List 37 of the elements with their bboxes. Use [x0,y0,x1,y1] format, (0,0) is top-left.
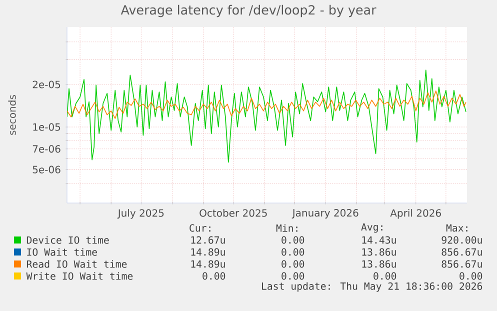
text: Last update: Thu May 21 18:36:00 2026 [262,282,482,292]
chart-title: Average latency for /dev/loop2 - by year [120,4,376,18]
x-tick-label: January 2026 [292,209,358,219]
text: 12.67u [191,236,225,244]
line-series [67,90,466,119]
legend-label: IO Wait time [27,248,97,256]
text: Avg: [361,223,382,233]
y-tick-label: 7e-06 [32,145,60,153]
y-tick-label: 5e-06 [32,166,60,174]
text: 0.00 [282,236,304,244]
text: 0.00 [282,248,304,256]
y-tick-label: 1e-05 [33,123,60,131]
legend-label: Read IO Wait time [26,260,127,268]
text: 856.67u [442,260,482,268]
text: 0.00 [202,272,226,280]
y-tick-label: 2e-05 [32,80,60,88]
legend-label: Write IO Wait time [26,272,133,280]
text: 0.00 [460,272,482,280]
text: 14.43u [362,236,396,244]
text: 0.00 [282,272,304,280]
text: Cur: [190,224,210,232]
x-tick-label: October 2025 [200,209,267,217]
text: 0.00 [374,272,396,280]
x-tick-label: July 2025 [117,209,164,219]
text: 14.89u [191,260,225,268]
text: 856.67u [442,248,482,256]
text: 13.86u [362,260,396,268]
text: Min: [276,224,298,232]
line-series [67,70,466,163]
text: 14.89u [191,248,225,256]
text: 920.00u [442,236,482,244]
x-tick-label: April 2026 [390,209,441,219]
text: 0.00 [282,260,304,268]
y-axis-title: seconds [8,95,16,135]
text: 13.86u [362,248,396,256]
text: Max: [446,224,468,232]
legend-label: Device IO time [26,236,109,244]
